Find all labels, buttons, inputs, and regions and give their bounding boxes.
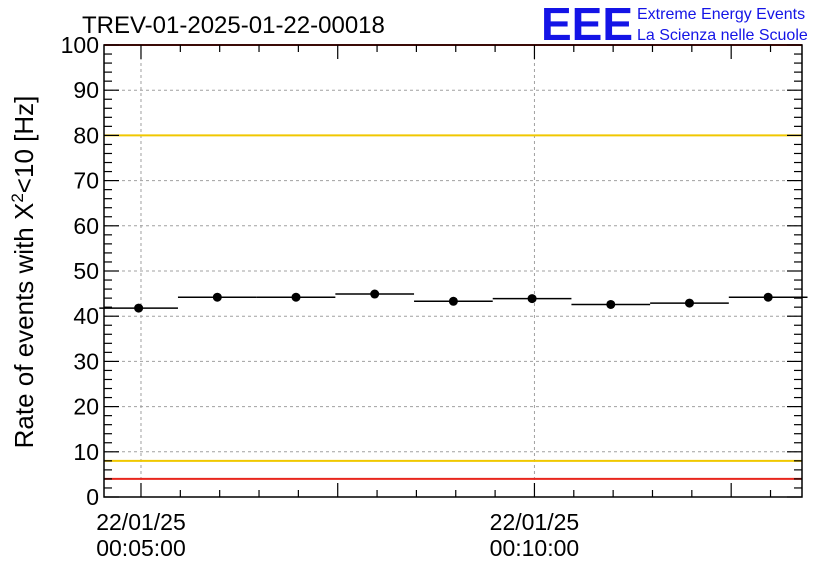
x-tick-label-time: 00:10:00 [490, 535, 580, 561]
y-tick-label: 90 [73, 77, 99, 103]
y-tick-label: 20 [73, 394, 99, 420]
data-point [291, 292, 301, 302]
data-point [370, 289, 380, 299]
data-point [527, 294, 537, 304]
y-tick-label: 40 [73, 303, 99, 329]
y-axis-title: Rate of events with X2<10 [Hz] [8, 96, 39, 449]
y-tick-label: 50 [73, 258, 99, 284]
data-point [448, 296, 458, 306]
data-point [684, 298, 694, 308]
x-tick-label-date: 22/01/25 [96, 509, 186, 535]
y-tick-label: 60 [73, 213, 99, 239]
y-tick-label: 70 [73, 168, 99, 194]
plot-area: 010203040506070809010022/01/2500:05:0022… [61, 32, 808, 561]
eee-logo: EEE Extreme Energy Events La Scienza nel… [541, 0, 808, 50]
eee-logo-mark: EEE [541, 0, 633, 50]
x-tick-label-date: 22/01/25 [490, 509, 580, 535]
data-point [134, 303, 144, 313]
eee-logo-line2: La Scienza nelle Scuole [637, 27, 808, 44]
data-point [763, 292, 773, 302]
chart-title: TREV-01-2025-01-22-00018 [82, 12, 385, 39]
data-point [212, 292, 222, 302]
y-tick-label: 30 [73, 348, 99, 374]
eee-logo-line1: Extreme Energy Events [637, 6, 805, 23]
data-point [606, 299, 616, 309]
y-tick-label: 100 [61, 32, 99, 58]
y-tick-label: 10 [73, 439, 99, 465]
y-axis-title-sup: 2 [8, 193, 27, 202]
x-tick-label-time: 00:05:00 [96, 535, 186, 561]
y-tick-label: 0 [86, 484, 99, 510]
y-tick-label: 80 [73, 122, 99, 148]
